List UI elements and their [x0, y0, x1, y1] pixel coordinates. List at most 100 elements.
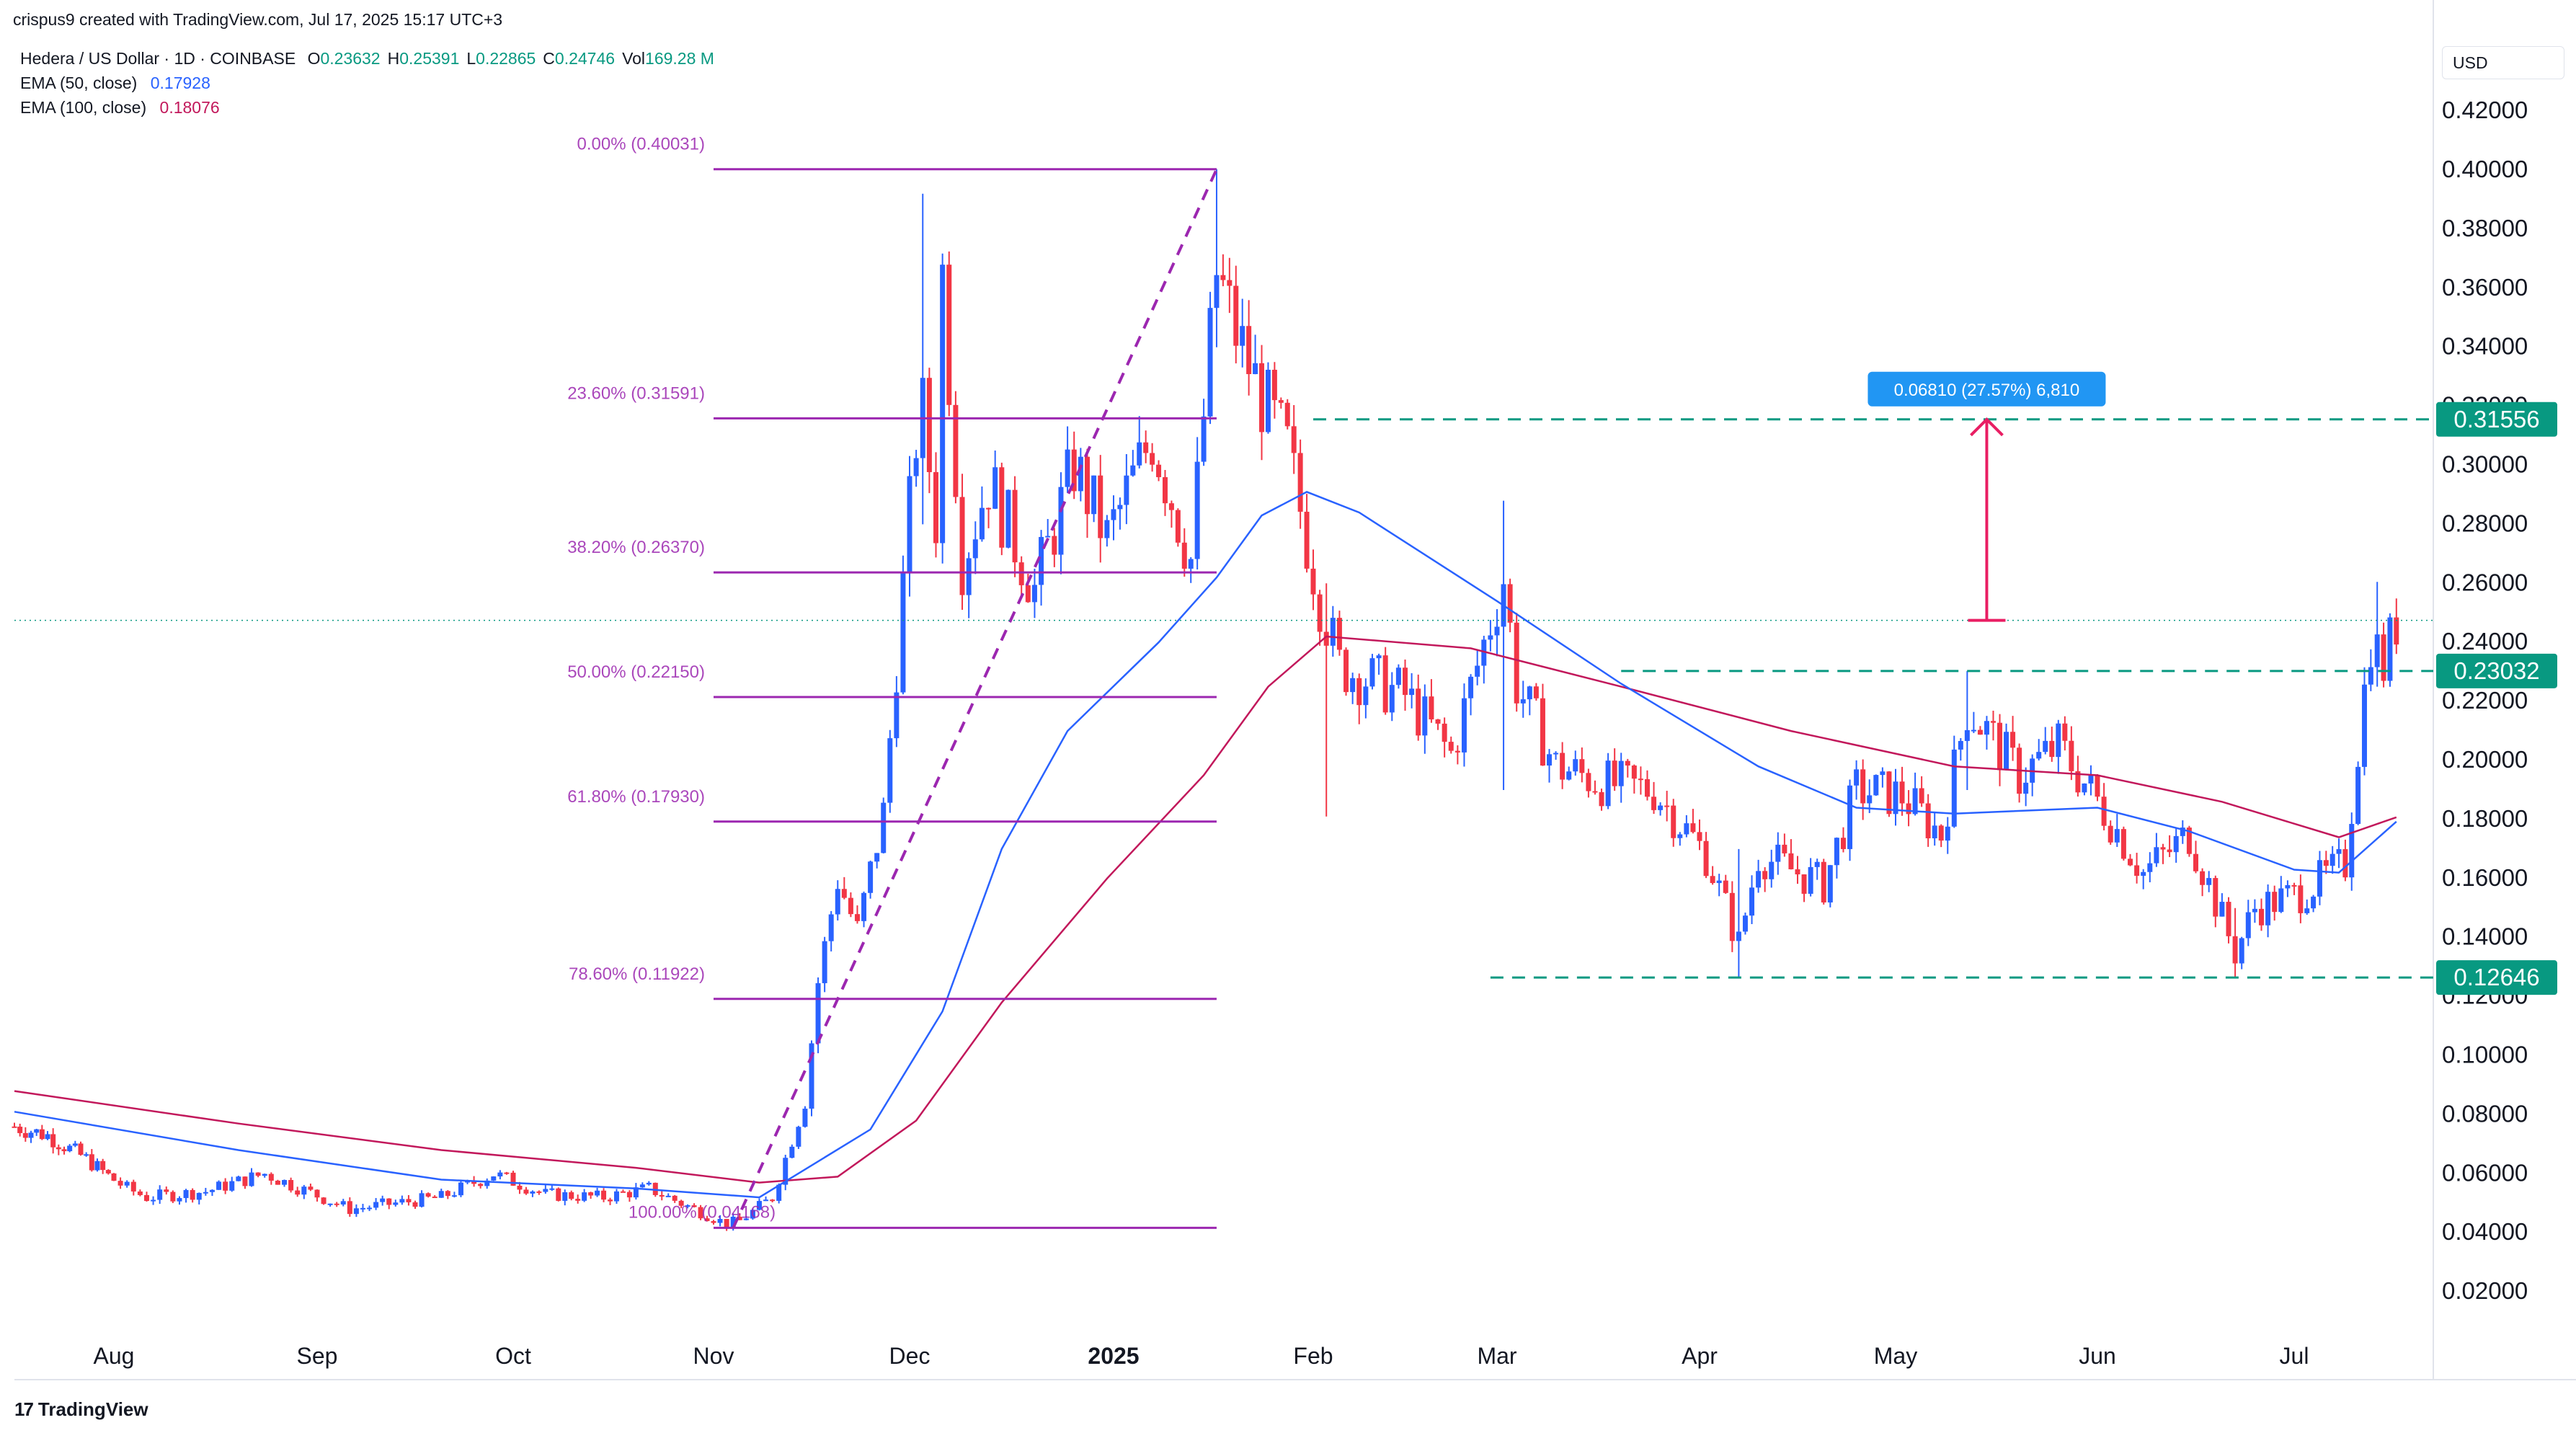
- candle-body: [451, 1195, 457, 1197]
- candle-body: [1964, 729, 1970, 741]
- candle-body: [562, 1192, 568, 1201]
- candle-body: [1690, 823, 1696, 833]
- candle-body: [327, 1203, 333, 1205]
- candle-body: [2082, 783, 2087, 793]
- candle-body: [2023, 782, 2029, 794]
- candle-body: [730, 1216, 736, 1228]
- currency-button[interactable]: USD: [2442, 46, 2564, 79]
- candle-body: [1461, 698, 1467, 753]
- candle-body: [1369, 658, 1375, 687]
- candle-body: [1448, 742, 1454, 751]
- candle-body: [1520, 699, 1526, 704]
- candle-body: [1259, 363, 1265, 432]
- candle-body: [1553, 753, 1559, 755]
- candle-body: [887, 738, 893, 803]
- candle-body: [743, 1218, 749, 1220]
- candle-body: [1111, 509, 1116, 520]
- ema100-value: 0.18076: [159, 98, 220, 117]
- candle-body: [796, 1127, 801, 1147]
- candle-body: [2141, 871, 2146, 876]
- candle-body: [711, 1221, 716, 1223]
- candle-body: [1207, 308, 1213, 417]
- candle-body: [2206, 878, 2212, 885]
- symbol-row: Hedera / US Dollar · 1D · COINBASE O0.23…: [20, 46, 714, 71]
- candle-body: [1098, 475, 1103, 538]
- candle-body: [1409, 688, 1415, 696]
- candle-body: [1156, 464, 1162, 477]
- candle-body: [1278, 400, 1284, 403]
- candle-body: [1906, 803, 1911, 815]
- candle-body: [1168, 503, 1174, 510]
- candle-body: [2200, 871, 2206, 885]
- ema50-legend[interactable]: EMA (50, close) 0.17928: [20, 71, 714, 95]
- candle-body: [523, 1189, 529, 1194]
- price-level-tag: [2436, 401, 2557, 437]
- candle-body: [2128, 859, 2133, 866]
- candle-body: [183, 1189, 189, 1199]
- candle-body: [979, 507, 985, 540]
- candle-body: [177, 1198, 182, 1202]
- candle-body: [1065, 449, 1070, 487]
- price-axis-tick-label: 0.06000: [2442, 1159, 2528, 1186]
- candle-body: [117, 1181, 123, 1186]
- candle-body: [1631, 765, 1637, 779]
- candle-body: [569, 1192, 574, 1199]
- candle-body: [1566, 771, 1572, 780]
- candle-body: [1932, 825, 1937, 838]
- candle-body: [1304, 511, 1310, 569]
- candle-body: [340, 1201, 346, 1204]
- candle-body: [1893, 781, 1898, 815]
- candle-body: [828, 914, 834, 941]
- candle-body: [1736, 931, 1741, 941]
- candle-body: [1507, 584, 1513, 623]
- candle-body: [1579, 759, 1585, 773]
- candle-body: [282, 1180, 288, 1185]
- candle-body: [822, 941, 827, 983]
- fib-level-label: 78.60% (0.11922): [569, 964, 705, 984]
- candle-body: [39, 1129, 45, 1140]
- candle-body: [2226, 902, 2231, 936]
- candle-body: [2075, 771, 2081, 793]
- candle-body: [698, 1207, 703, 1219]
- candle-body: [1658, 805, 1664, 810]
- brand-name: TradingView: [37, 1398, 148, 1420]
- candle-body: [1031, 585, 1037, 603]
- price-axis-tick-label: 0.28000: [2442, 510, 2528, 536]
- candle-body: [2336, 849, 2342, 854]
- price-axis-tick-label: 0.16000: [2442, 864, 2528, 891]
- candle-body: [1782, 844, 1787, 853]
- candle-body: [1997, 722, 2003, 771]
- time-axis-tick-label: Feb: [1293, 1343, 1333, 1369]
- candle-body: [94, 1161, 100, 1171]
- candle-body: [1078, 456, 1083, 492]
- candle-body: [2394, 617, 2399, 645]
- candle-body: [556, 1188, 561, 1201]
- candle-body: [412, 1202, 418, 1207]
- candle-body: [986, 507, 992, 510]
- candle-body: [72, 1143, 78, 1146]
- tradingview-brand[interactable]: 17 TradingView: [14, 1398, 148, 1421]
- measure-label: 0.06810 (27.57%) 6,810: [1894, 381, 2080, 400]
- candle-body: [100, 1161, 106, 1171]
- candle-body: [2154, 847, 2159, 864]
- candle-body: [2232, 936, 2238, 964]
- candle-body: [1560, 753, 1565, 780]
- time-axis-tick-label: Mar: [1477, 1343, 1516, 1369]
- candle-body: [2285, 884, 2291, 889]
- price-axis-tick-label: 0.34000: [2442, 333, 2528, 360]
- price-chart[interactable]: 0.420000.400000.380000.360000.340000.320…: [0, 0, 2576, 1391]
- candle-body: [1227, 280, 1233, 286]
- price-axis-tick-label: 0.38000: [2442, 215, 2528, 241]
- candle-body: [582, 1192, 587, 1201]
- candle-body: [1181, 542, 1187, 569]
- candle-body: [143, 1194, 149, 1202]
- candle-body: [2062, 723, 2068, 741]
- time-axis-tick-label: May: [1874, 1343, 1917, 1369]
- candle-body: [717, 1219, 723, 1223]
- tradingview-logo-icon: 17: [14, 1398, 34, 1420]
- ema100-legend[interactable]: EMA (100, close) 0.18076: [20, 95, 714, 120]
- candle-body: [2272, 892, 2278, 913]
- price-axis-tick-label: 0.02000: [2442, 1277, 2528, 1304]
- candle-body: [959, 497, 965, 595]
- candle-body: [1873, 775, 1879, 796]
